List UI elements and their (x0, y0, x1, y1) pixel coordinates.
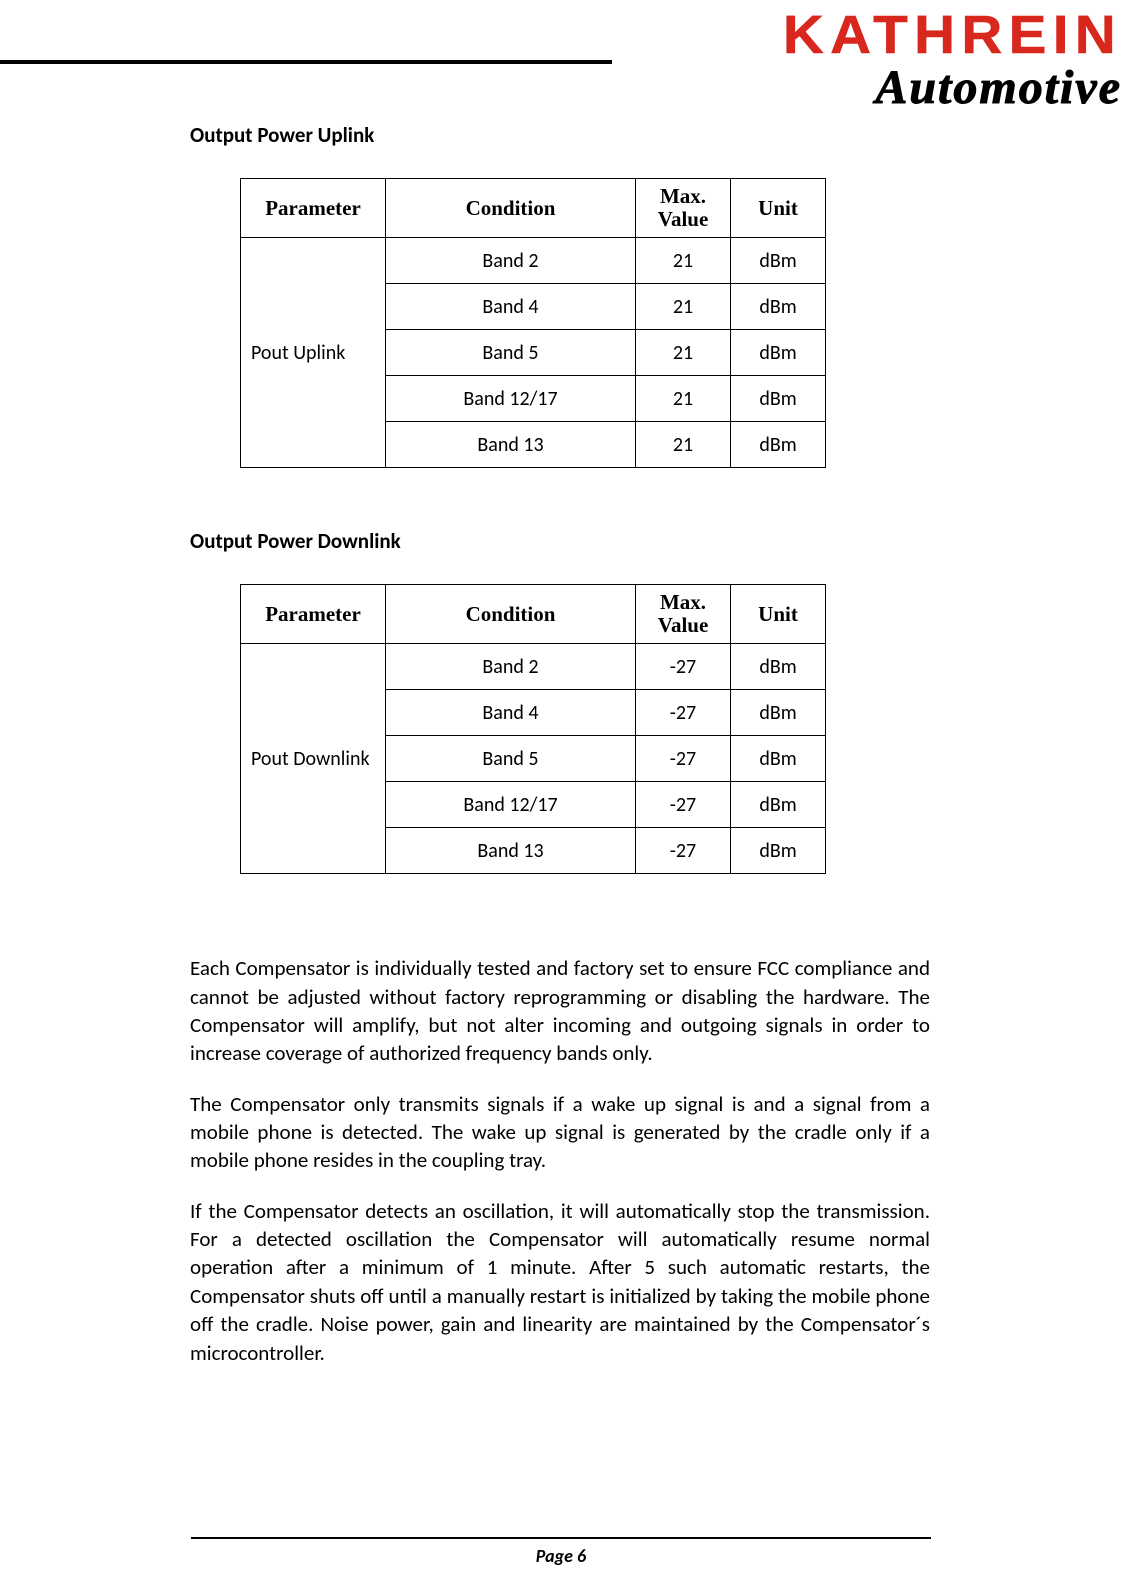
td-max: 21 (636, 376, 731, 422)
page: KATHREIN Automotive Output Power Uplink … (0, 0, 1122, 1593)
td-unit: dBm (731, 238, 826, 284)
table-downlink-wrap: Parameter Condition Max.Value Unit Pout … (240, 584, 930, 874)
th-parameter: Parameter (241, 179, 386, 238)
spacer (190, 934, 930, 954)
table-uplink-wrap: Parameter Condition Max.Value Unit Pout … (240, 178, 930, 468)
page-number: Page 6 (536, 1545, 586, 1567)
table-header-row: Parameter Condition Max.Value Unit (241, 179, 826, 238)
th-max-line1: Max. (660, 184, 706, 208)
section-title-downlink: Output Power Downlink (190, 528, 930, 554)
table-uplink: Parameter Condition Max.Value Unit Pout … (240, 178, 826, 468)
body-paragraph-3: If the Compensator detects an oscillatio… (190, 1197, 930, 1367)
body-paragraph-1: Each Compensator is individually tested … (190, 954, 930, 1067)
footer-rule: Page 6 (191, 1537, 931, 1567)
td-condition: Band 2 (386, 644, 636, 690)
td-max: 21 (636, 284, 731, 330)
td-unit: dBm (731, 736, 826, 782)
td-max: -27 (636, 828, 731, 874)
td-max: -27 (636, 782, 731, 828)
td-parameter: Pout Uplink (241, 238, 386, 468)
td-max: -27 (636, 736, 731, 782)
td-condition: Band 4 (386, 284, 636, 330)
td-max: 21 (636, 422, 731, 468)
th-parameter: Parameter (241, 585, 386, 644)
table-row: Pout Downlink Band 2 -27 dBm (241, 644, 826, 690)
th-max-line1: Max. (660, 590, 706, 614)
td-max: 21 (636, 238, 731, 284)
td-unit: dBm (731, 284, 826, 330)
th-max-value: Max.Value (636, 179, 731, 238)
th-condition: Condition (386, 179, 636, 238)
content-column: Output Power Uplink Parameter Condition … (190, 122, 930, 1389)
brand-name-top: KATHREIN (587, 8, 1122, 62)
td-unit: dBm (731, 330, 826, 376)
td-unit: dBm (731, 782, 826, 828)
td-unit: dBm (731, 828, 826, 874)
td-max: -27 (636, 690, 731, 736)
td-condition: Band 12/17 (386, 782, 636, 828)
table-row: Pout Uplink Band 2 21 dBm (241, 238, 826, 284)
page-footer: Page 6 (0, 1529, 1122, 1567)
td-max: 21 (636, 330, 731, 376)
td-unit: dBm (731, 644, 826, 690)
th-condition: Condition (386, 585, 636, 644)
td-unit: dBm (731, 690, 826, 736)
th-max-line2: Value (658, 613, 709, 637)
header-rule (0, 60, 612, 64)
td-condition: Band 12/17 (386, 376, 636, 422)
td-condition: Band 5 (386, 736, 636, 782)
section-title-uplink: Output Power Uplink (190, 122, 930, 148)
th-unit: Unit (731, 585, 826, 644)
td-unit: dBm (731, 422, 826, 468)
table-header-row: Parameter Condition Max.Value Unit (241, 585, 826, 644)
td-condition: Band 2 (386, 238, 636, 284)
td-unit: dBm (731, 376, 826, 422)
td-condition: Band 13 (386, 828, 636, 874)
td-parameter: Pout Downlink (241, 644, 386, 874)
td-condition: Band 13 (386, 422, 636, 468)
brand-name-bottom: Automotive (612, 64, 1122, 112)
body-paragraph-2: The Compensator only transmits signals i… (190, 1090, 930, 1175)
th-max-line2: Value (658, 207, 709, 231)
table-downlink: Parameter Condition Max.Value Unit Pout … (240, 584, 826, 874)
td-condition: Band 5 (386, 330, 636, 376)
th-unit: Unit (731, 179, 826, 238)
td-max: -27 (636, 644, 731, 690)
td-condition: Band 4 (386, 690, 636, 736)
th-max-value: Max.Value (636, 585, 731, 644)
brand-logo: KATHREIN Automotive (612, 8, 1122, 112)
